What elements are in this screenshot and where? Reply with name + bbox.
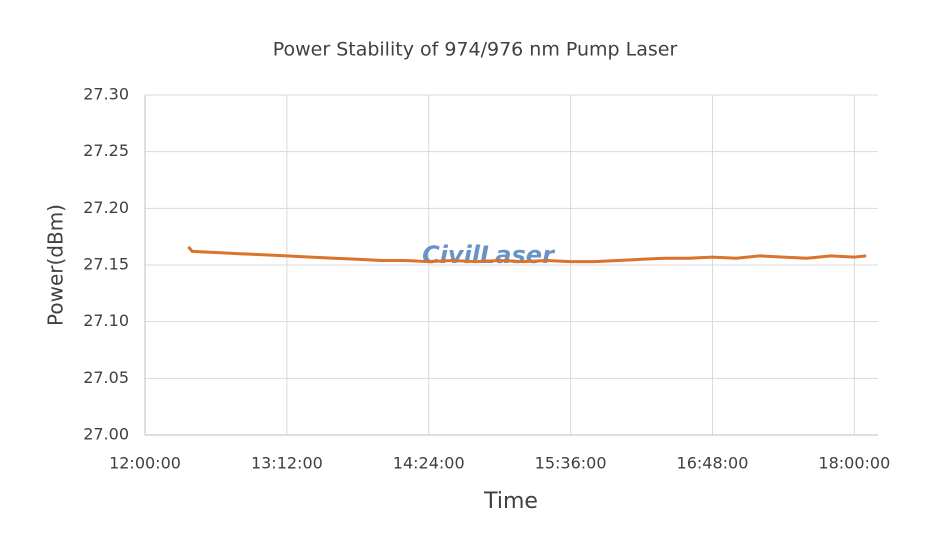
y-axis-label: Power(dBm) [44, 204, 68, 326]
data-line [187, 245, 867, 264]
x-axis-label: Time [483, 489, 538, 514]
x-tick-label: 14:24:00 [393, 454, 465, 473]
x-tick-label: 12:00:00 [109, 454, 181, 473]
x-tick-label: 15:36:00 [535, 454, 607, 473]
x-tick-label: 16:48:00 [677, 454, 749, 473]
y-tick-label: 27.15 [83, 255, 129, 274]
y-tick-label: 27.05 [83, 368, 129, 387]
watermark: CivilLaser [422, 241, 556, 269]
y-tick-label: 27.20 [83, 198, 129, 217]
x-tick-label: 18:00:00 [818, 454, 890, 473]
y-tick-label: 27.30 [83, 85, 129, 104]
chart-title: Power Stability of 974/976 nm Pump Laser [273, 39, 678, 61]
x-tick-label: 13:12:00 [251, 454, 323, 473]
y-tick-label: 27.25 [83, 141, 129, 160]
y-tick-label: 27.10 [83, 311, 129, 330]
y-tick-label: 27.00 [83, 425, 129, 444]
